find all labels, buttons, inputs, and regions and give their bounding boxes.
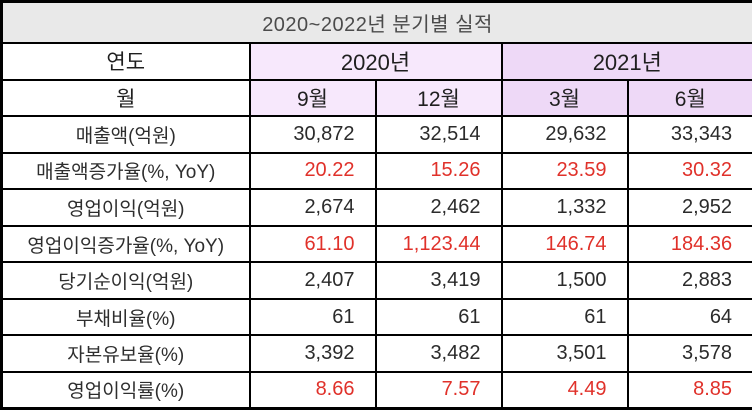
value-cell: 1,500 [500,261,629,300]
value-cell: 1,123.44 [374,224,503,264]
value-cell: 29,632 [500,115,629,154]
value-cell: 30.32 [626,151,752,191]
row-label: 영업이익증가율(%, YoY) [0,224,251,264]
value-cell: 8.85 [626,370,752,410]
month-header-label: 월 [0,78,251,118]
table-row-operating-profit-growth: 영업이익증가율(%, YoY) 61.10 1,123.44 146.74 18… [0,224,752,264]
row-label: 당기순이익(억원) [0,261,251,300]
year-2021-header: 2021년 [500,42,752,81]
month-2021-jun: 6월 [626,78,752,118]
year-header-label: 연도 [0,42,251,81]
table-row-revenue-growth: 매출액증가율(%, YoY) 20.22 15.26 23.59 30.32 [0,151,752,191]
value-cell: 61 [500,297,629,337]
month-2021-mar: 3월 [500,78,629,118]
value-cell: 7.57 [374,370,503,410]
month-header-row: 월 9월 12월 3월 6월 [0,78,752,118]
value-cell: 184.36 [626,224,752,264]
table-title: 2020~2022년 분기별 실적 [0,0,752,45]
table-row-operating-margin: 영업이익률(%) 8.66 7.57 4.49 8.85 [0,370,752,410]
value-cell: 3,482 [374,334,503,373]
value-cell: 3,501 [500,334,629,373]
month-2020-sep: 9월 [248,78,377,118]
value-cell: 15.26 [374,151,503,191]
row-label: 부채비율(%) [0,297,251,337]
value-cell: 32,514 [374,115,503,154]
row-label: 매출액(억원) [0,115,251,154]
value-cell: 23.59 [500,151,629,191]
value-cell: 2,407 [248,261,377,300]
table-row-debt-ratio: 부채비율(%) 61 61 61 64 [0,297,752,337]
year-header-row: 연도 2020년 2021년 [0,42,752,81]
value-cell: 64 [626,297,752,337]
value-cell: 61 [248,297,377,337]
value-cell: 61 [374,297,503,337]
table-row-retention-ratio: 자본유보율(%) 3,392 3,482 3,501 3,578 [0,334,752,373]
value-cell: 2,952 [626,188,752,227]
value-cell: 4.49 [500,370,629,410]
value-cell: 2,674 [248,188,377,227]
value-cell: 3,578 [626,334,752,373]
value-cell: 20.22 [248,151,377,191]
value-cell: 3,419 [374,261,503,300]
table-row-operating-profit: 영업이익(억원) 2,674 2,462 1,332 2,952 [0,188,752,227]
value-cell: 8.66 [248,370,377,410]
row-label: 영업이익률(%) [0,370,251,410]
value-cell: 33,343 [626,115,752,154]
table-row-net-income: 당기순이익(억원) 2,407 3,419 1,500 2,883 [0,261,752,300]
row-label: 자본유보율(%) [0,334,251,373]
value-cell: 30,872 [248,115,377,154]
table-row-revenue: 매출액(억원) 30,872 32,514 29,632 33,343 [0,115,752,154]
year-2020-header: 2020년 [248,42,503,81]
row-label: 영업이익(억원) [0,188,251,227]
value-cell: 1,332 [500,188,629,227]
value-cell: 3,392 [248,334,377,373]
value-cell: 146.74 [500,224,629,264]
title-row: 2020~2022년 분기별 실적 [0,0,752,45]
row-label: 매출액증가율(%, YoY) [0,151,251,191]
value-cell: 61.10 [248,224,377,264]
value-cell: 2,883 [626,261,752,300]
month-2020-dec: 12월 [374,78,503,118]
value-cell: 2,462 [374,188,503,227]
